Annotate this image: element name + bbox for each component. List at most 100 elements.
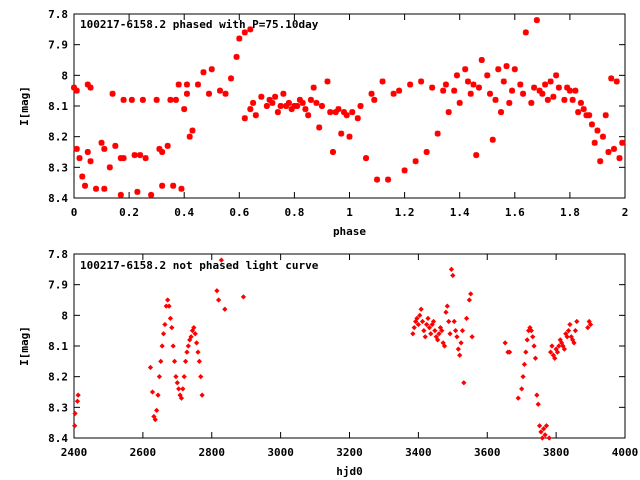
phased-x-tick-label: 1.8 <box>560 206 580 219</box>
phased-data-point <box>396 87 403 94</box>
light-curve-data-point <box>463 315 470 322</box>
phased-data-point <box>153 96 160 103</box>
light-curve-x-tick-label: 3200 <box>336 446 363 459</box>
phased-data-point <box>316 124 323 131</box>
phased-data-point <box>98 139 105 146</box>
phased-data-point <box>580 106 587 113</box>
light-curve-data-point <box>159 343 165 349</box>
light-curve-data-point <box>520 374 526 380</box>
phased-data-point <box>588 121 595 128</box>
phased-x-axis-label: phase <box>333 225 366 238</box>
phased-data-point <box>475 84 482 91</box>
light-curve-data-point <box>166 303 172 309</box>
phased-data-point <box>208 66 215 73</box>
light-curve-y-tick-label: 8.3 <box>48 401 68 414</box>
light-curve-data-point <box>549 343 555 349</box>
phased-data-point <box>101 145 108 152</box>
phased-data-point <box>561 96 568 103</box>
phased-data-point <box>175 81 182 88</box>
light-curve-data-point <box>448 266 455 272</box>
phased-data-point <box>183 81 190 88</box>
light-curve-data-point <box>198 374 204 380</box>
light-curve-data-point <box>174 380 180 386</box>
light-curve-data-point <box>430 318 437 325</box>
phased-data-point <box>445 109 452 116</box>
phased-data-point <box>371 96 378 103</box>
light-curve-data-point <box>441 343 448 349</box>
light-curve-data-point <box>455 346 461 352</box>
phased-data-point <box>572 87 579 94</box>
light-curve-data-point <box>75 392 81 398</box>
phased-data-point <box>84 81 91 88</box>
phased-data-point <box>93 185 100 192</box>
phased-y-tick-label: 7.9 <box>48 39 68 52</box>
phased-data-point <box>241 29 248 36</box>
phased-data-point <box>332 109 339 116</box>
phased-data-point <box>134 188 141 195</box>
phased-data-point <box>87 158 94 165</box>
phased-x-tick-label: 1.6 <box>505 206 525 219</box>
phased-data-point <box>566 87 573 94</box>
phased-data-point <box>385 176 392 183</box>
phased-data-point <box>357 103 364 109</box>
phased-data-point <box>498 109 505 116</box>
phased-data-point <box>478 57 485 63</box>
phased-data-point <box>87 84 94 91</box>
phased-chart-title: 100217-6158.2 phased with P=75.10day <box>80 18 319 31</box>
phased-data-point <box>222 90 229 97</box>
light-curve-data-point <box>469 334 475 340</box>
phased-data-point <box>489 136 496 143</box>
light-curve-y-tick-label: 8.4 <box>48 432 68 445</box>
light-curve-data-point <box>454 334 460 340</box>
light-curve-data-point <box>173 374 179 380</box>
light-curve-data-point <box>193 340 200 346</box>
light-curve-data-point <box>421 328 427 334</box>
phased-data-point <box>252 112 259 119</box>
light-curve-data-point <box>411 324 417 331</box>
light-curve-x-tick-label: 2600 <box>130 446 157 459</box>
light-curve-x-axis-label: hjd0 <box>336 465 363 478</box>
phased-data-point <box>299 99 306 106</box>
light-curve-data-point <box>74 398 81 404</box>
light-curve-data-point <box>240 294 247 300</box>
phased-data-point <box>117 191 124 198</box>
phased-data-point <box>418 78 425 85</box>
phased-data-point <box>555 84 562 91</box>
light-curve-data-point <box>72 423 78 429</box>
phased-x-tick-label: 1 <box>346 206 353 219</box>
light-curve-y-tick-label: 8 <box>61 309 68 322</box>
phased-y-tick-label: 8 <box>61 69 68 82</box>
phased-data-point <box>172 96 179 103</box>
light-curve-data-point <box>171 358 178 364</box>
phased-data-point <box>313 99 320 106</box>
light-curve-data-point <box>535 401 541 407</box>
phased-data-point <box>186 133 193 140</box>
phased-data-point <box>440 87 447 94</box>
phased-x-tick-label: 1.2 <box>395 206 415 219</box>
light-curve-data-point <box>536 423 543 429</box>
phased-data-point <box>200 69 207 76</box>
phased-data-point <box>522 29 529 36</box>
phased-x-tick-label: 2 <box>622 206 629 219</box>
light-curve-data-point <box>459 328 466 334</box>
light-curve-data-point <box>439 328 445 334</box>
phased-data-point <box>591 139 598 146</box>
phased-data-point <box>434 130 441 137</box>
phased-x-tick-label: 0 <box>71 206 78 219</box>
phased-data-point <box>542 81 549 88</box>
phased-data-point <box>73 145 80 152</box>
phased-data-point <box>340 109 347 116</box>
light-curve-data-point <box>417 312 423 318</box>
phased-data-point <box>106 164 113 171</box>
light-curve-data-point <box>561 346 568 352</box>
phased-data-point <box>531 84 538 91</box>
light-curve-data-point <box>170 343 176 349</box>
phased-data-point <box>294 103 301 109</box>
phased-data-point <box>442 81 449 88</box>
light-curve-data-point <box>147 364 154 371</box>
phased-data-point <box>544 96 551 103</box>
light-curve-x-tick-label: 3000 <box>267 446 294 459</box>
light-curve-data-point <box>458 340 464 346</box>
phased-y-axis-label: I[mag] <box>18 86 31 126</box>
